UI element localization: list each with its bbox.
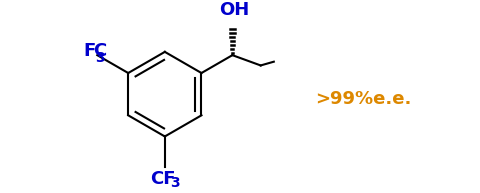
Text: 3: 3 xyxy=(170,176,180,190)
Text: OH: OH xyxy=(219,1,249,19)
Text: CF: CF xyxy=(150,170,175,188)
Text: F: F xyxy=(83,42,95,60)
Text: C: C xyxy=(93,42,107,60)
Text: 3: 3 xyxy=(95,51,105,65)
Text: >99%e.e.: >99%e.e. xyxy=(314,90,411,108)
